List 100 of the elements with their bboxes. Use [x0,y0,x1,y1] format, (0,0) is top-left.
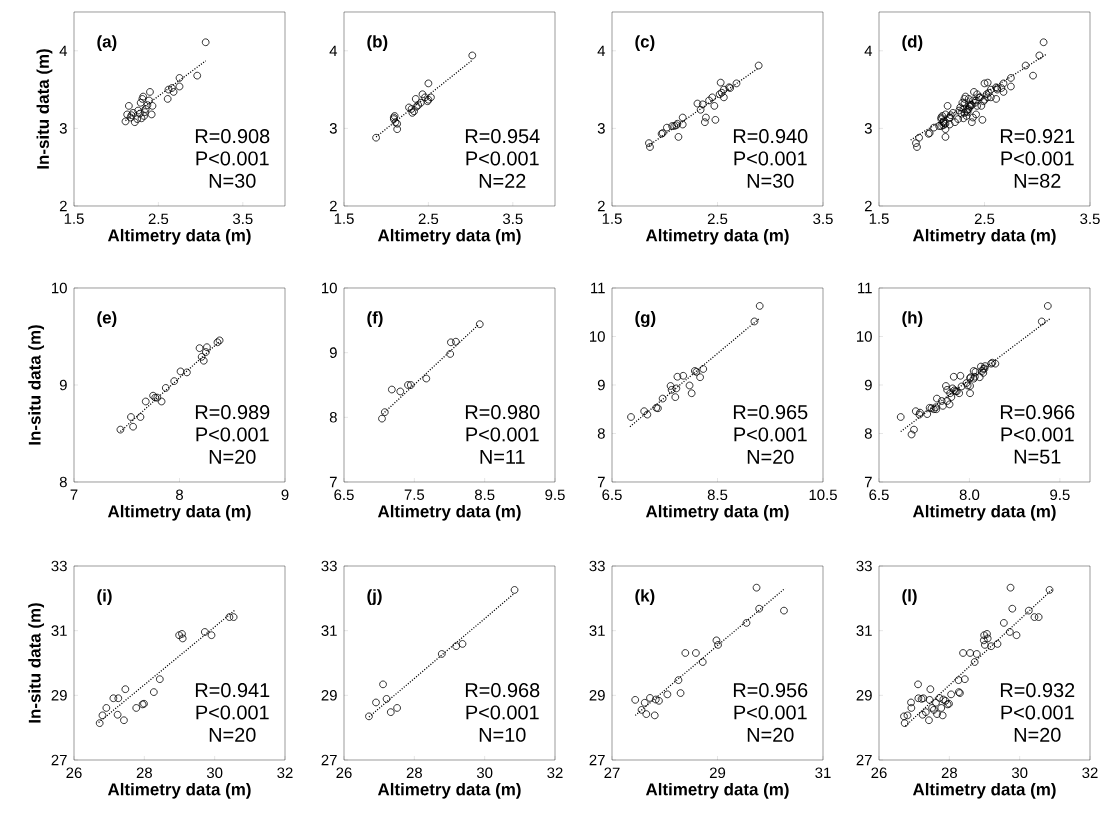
y-tick-label: 31 [589,625,605,636]
point [993,640,1002,648]
point [637,706,646,714]
point [678,120,687,129]
y-tick-label: 9 [59,379,67,391]
point [156,675,164,683]
y-tick-label: 8 [597,428,605,439]
y-tick-label: 7 [864,476,872,488]
point [147,110,156,119]
point [942,382,950,390]
point [977,362,985,371]
point [926,685,935,693]
y-tick-label: 27 [856,754,872,766]
y-tick-label: 31 [321,625,337,636]
point [667,386,676,394]
point [452,642,460,650]
point [980,631,988,639]
y-tick-label: 3 [329,123,337,134]
point [140,112,148,120]
x-tick-label: 8 [176,489,183,501]
annotation: (c) [635,35,655,51]
x-tick-label: 32 [1082,767,1098,779]
point [468,51,477,60]
point [685,381,694,390]
y-tick-label: 10 [590,331,605,342]
point [962,379,971,387]
point [947,690,955,699]
point [957,382,966,391]
point [910,425,918,434]
annotation: (k) [635,589,655,605]
point [421,93,429,102]
point [1000,619,1008,627]
x-tick-label: 6.5 [869,489,889,501]
y-tick-label: 8 [59,476,67,488]
y-axis-title: In-situ data (m) [28,603,45,723]
annotation: R=0.932 [1000,683,1075,698]
point [114,694,123,703]
annotation: (g) [635,311,656,327]
point [907,704,916,712]
point [678,113,687,122]
point [945,400,954,409]
y-tick-label: 4 [864,45,873,56]
point [1044,302,1052,310]
y-tick-label: 8 [329,412,337,423]
point [1030,613,1039,621]
x-axis-title: Altimetry data (m) [912,782,1056,799]
point [1008,604,1017,613]
annotation: N=82 [1014,173,1061,188]
point [98,711,107,720]
point [195,344,204,352]
point [935,694,944,702]
point [699,365,708,373]
y-tick-label: 4 [329,45,338,56]
point [396,387,405,396]
point [946,389,954,398]
point [949,372,958,381]
annotation: N=20 [1014,727,1061,742]
point [372,698,380,707]
point [679,371,688,380]
point [914,680,922,689]
y-tick-label: 10 [322,282,337,294]
x-tick-label: 9.5 [545,489,565,501]
point [643,410,652,419]
point [711,116,720,124]
point [199,356,208,365]
y-tick-label: 27 [589,754,605,766]
x-tick-label: 30 [1011,767,1028,779]
point [136,413,145,421]
x-tick-label: 28 [136,767,152,779]
point [378,414,386,423]
point [130,118,139,126]
point [446,350,455,358]
point [379,680,387,689]
point [141,108,149,116]
annotation: N=11 [480,449,525,464]
x-axis-title: Altimetry data (m) [912,504,1056,521]
x-tick-label: 27 [604,767,620,778]
x-tick-label: 26 [336,767,352,779]
point [948,384,957,393]
y-tick-label: 3 [597,123,605,134]
point [658,394,667,403]
annotation: P<0.001 [196,427,269,442]
point [475,320,484,329]
point [393,704,401,712]
point [138,95,147,103]
annotation: N=10 [479,727,526,742]
annotation: (d) [902,35,923,51]
x-axis-title: Altimetry data (m) [107,782,251,799]
x-tick-label: 31 [815,767,831,779]
point [175,631,183,639]
point [972,650,981,658]
point [933,710,941,718]
annotation: (h) [902,311,923,327]
point [980,636,988,645]
point [692,649,700,657]
point [966,382,974,390]
point [161,384,170,392]
point [983,630,991,638]
annotation: R=0.968 [465,683,540,698]
point [229,613,238,621]
